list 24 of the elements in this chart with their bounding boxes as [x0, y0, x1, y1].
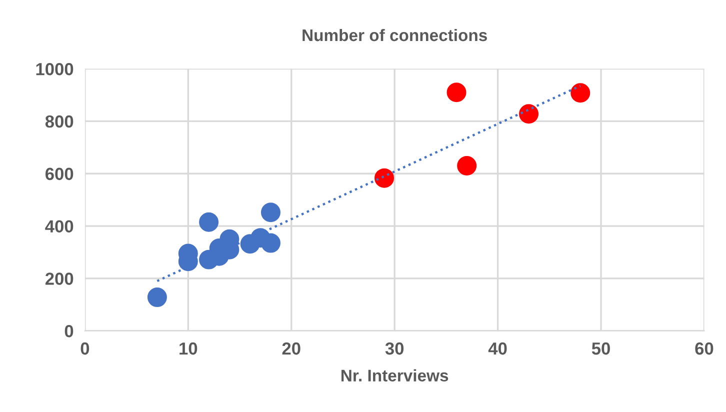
- point: [519, 104, 539, 124]
- point: [260, 202, 280, 222]
- x-tick-label: 40: [488, 342, 507, 355]
- x-tick-label: 20: [282, 342, 300, 355]
- x-tick-label: 60: [695, 342, 714, 355]
- chart-title: Number of connections: [302, 28, 487, 42]
- point: [260, 233, 280, 253]
- point: [147, 288, 167, 308]
- y-tick-label: 400: [45, 220, 74, 232]
- x-tick-label: 10: [180, 342, 198, 355]
- x-axis-title: Nr. Interviews: [342, 369, 448, 382]
- point: [374, 168, 394, 188]
- x-tick-label: 0: [80, 342, 90, 355]
- point: [199, 212, 219, 232]
- point: [457, 156, 477, 176]
- point: [446, 82, 466, 102]
- x-tick-label: 50: [592, 342, 610, 355]
- y-tick-label: 800: [45, 115, 74, 128]
- point: [570, 83, 590, 103]
- y-tick-label: 1000: [36, 62, 74, 76]
- y-tick-label: 0: [64, 325, 74, 338]
- y-tick-label: 200: [45, 272, 74, 285]
- y-tick-label: 600: [46, 168, 74, 180]
- x-tick-label: 30: [385, 342, 404, 355]
